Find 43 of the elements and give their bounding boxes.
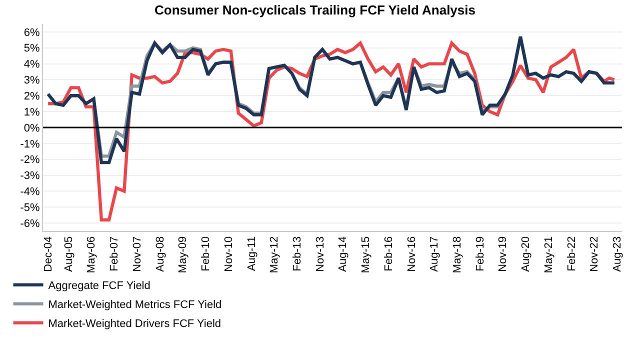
legend-label: Market-Weighted Drivers FCF Yield [48, 318, 222, 330]
x-tick-label: May-09 [177, 236, 190, 274]
x-tick-label: Nov-16 [406, 236, 418, 272]
y-tick-label: -1% [20, 138, 40, 150]
x-tick-label: Feb-10 [200, 236, 212, 272]
y-tick-label: -5% [20, 202, 40, 214]
x-tick-label: Dec-04 [42, 236, 55, 272]
y-tick-label: -2% [20, 154, 40, 166]
x-tick-label: Aug-08 [154, 236, 166, 272]
x-tick-label: Nov-19 [497, 236, 510, 272]
legend-label: Aggregate FCF Yield [48, 280, 150, 292]
y-tick-label: -3% [20, 170, 40, 182]
x-tick-label: Feb-13 [292, 236, 304, 272]
y-tick-label: -4% [20, 186, 40, 198]
y-tick-label: 5% [24, 42, 40, 55]
x-tick-label: May-06 [86, 236, 98, 274]
y-tick-label: 3% [24, 74, 40, 87]
y-tick-label: 1% [24, 106, 40, 118]
chart-title: Consumer Non-cyclicals Trailing FCF Yield Analysis [154, 2, 476, 18]
x-tick-label: Feb-07 [108, 236, 121, 272]
x-tick-label: May-15 [360, 236, 372, 274]
x-tick-label: May-12 [268, 236, 281, 274]
x-tick-label: Nov-07 [132, 236, 144, 272]
x-tick-label: May-21 [542, 236, 555, 274]
x-tick-label: Nov-10 [222, 236, 235, 272]
y-tick-label: 2% [24, 90, 40, 102]
x-tick-label: Nov-22 [588, 236, 601, 272]
x-tick-label: Nov-13 [314, 236, 326, 272]
x-tick-label: Feb-16 [383, 236, 396, 272]
y-tick-label: -6% [20, 218, 40, 230]
x-tick-label: Feb-19 [474, 236, 486, 272]
x-tick-label: Aug-11 [246, 236, 258, 272]
x-tick-label: Aug-23 [611, 236, 624, 272]
y-tick-label: 0% [24, 122, 40, 134]
x-tick-label: Aug-14 [337, 236, 350, 272]
x-tick-label: Aug-05 [62, 236, 75, 272]
x-tick-label: May-18 [451, 236, 464, 274]
legend-label: Market-Weighted Metrics FCF Yield [48, 299, 222, 312]
x-tick-label: Feb-22 [566, 236, 578, 272]
x-tick-label: Aug-17 [428, 236, 441, 272]
x-tick-label: Aug-20 [520, 236, 532, 272]
y-tick-label: 4% [24, 58, 40, 71]
y-tick-label: 6% [24, 26, 40, 39]
